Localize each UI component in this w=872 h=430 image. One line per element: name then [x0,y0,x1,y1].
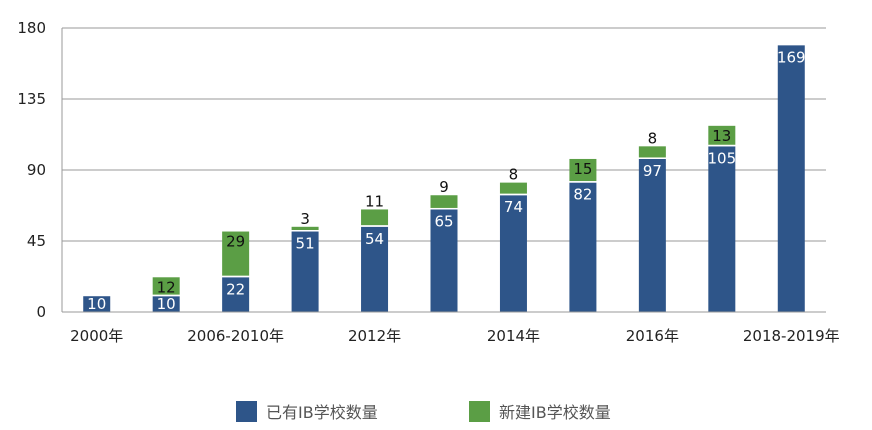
bar-existing [569,182,597,312]
bar-new [708,125,736,145]
data-label-new: 13 [712,127,731,145]
x-tick-label: 2000年 [70,327,123,345]
bar-existing [152,296,180,312]
data-label-existing: 74 [504,198,523,216]
bar-new [361,209,389,226]
bar-existing [361,226,389,312]
data-label-existing: 10 [87,295,106,313]
bar-new [222,231,250,276]
bars [83,45,805,312]
data-label-new: 29 [226,233,245,251]
data-label-existing: 97 [643,162,662,180]
data-label-existing: 82 [573,186,592,204]
bar-new [152,277,180,295]
x-tick-label: 2016年 [626,327,679,345]
bar-existing [708,146,736,312]
data-label-existing: 22 [226,280,245,298]
y-tick-label: 180 [17,19,46,37]
y-tick-label: 45 [27,232,46,250]
bar-existing [222,277,250,312]
data-label-new: 8 [509,166,519,184]
bar-existing [499,195,527,312]
legend-label: 已有IB学校数量 [266,403,378,422]
legend-label: 新建IB学校数量 [499,403,611,422]
bar-new [569,158,597,182]
bar-existing [430,209,458,312]
legend-swatch [469,401,490,422]
y-tick-label: 0 [36,303,46,321]
x-tick-label: 2014年 [487,327,540,345]
data-label-existing: 10 [157,295,176,313]
data-label-existing: 54 [365,230,384,248]
bar-new [638,146,666,158]
x-tick-label: 2006-2010年 [187,327,284,345]
x-tick-label: 2012年 [348,327,401,345]
x-axis: 2000年 2006-2010年 2012年 2014年 2016年 2018-2019年 [62,311,840,345]
data-label-new: 9 [439,178,449,196]
y-tick-label: 90 [27,161,46,179]
data-label-existing: 65 [434,212,453,230]
data-label-existing: 105 [707,149,736,167]
bar-existing [291,231,319,312]
data-label-new: 11 [365,192,384,210]
bar-existing [638,158,666,312]
data-label-new: 12 [157,278,176,296]
data-label-new: 3 [300,210,310,228]
y-tick-label: 135 [17,90,46,108]
bar-existing [777,45,805,312]
data-label-existing: 169 [777,48,806,66]
data-label-existing: 51 [296,235,315,253]
x-tick-label: 2018-2019年 [743,327,840,345]
data-label-new: 8 [648,129,658,147]
data-label-new: 15 [573,160,592,178]
y-axis: 0 45 90 135 180 [17,19,63,321]
bar-existing [83,296,111,312]
bar-new [430,195,458,208]
legend-swatch [236,401,257,422]
legend: 已有IB学校数量 新建IB学校数量 [236,401,611,422]
bar-new [291,226,319,231]
bar-new [499,182,527,194]
